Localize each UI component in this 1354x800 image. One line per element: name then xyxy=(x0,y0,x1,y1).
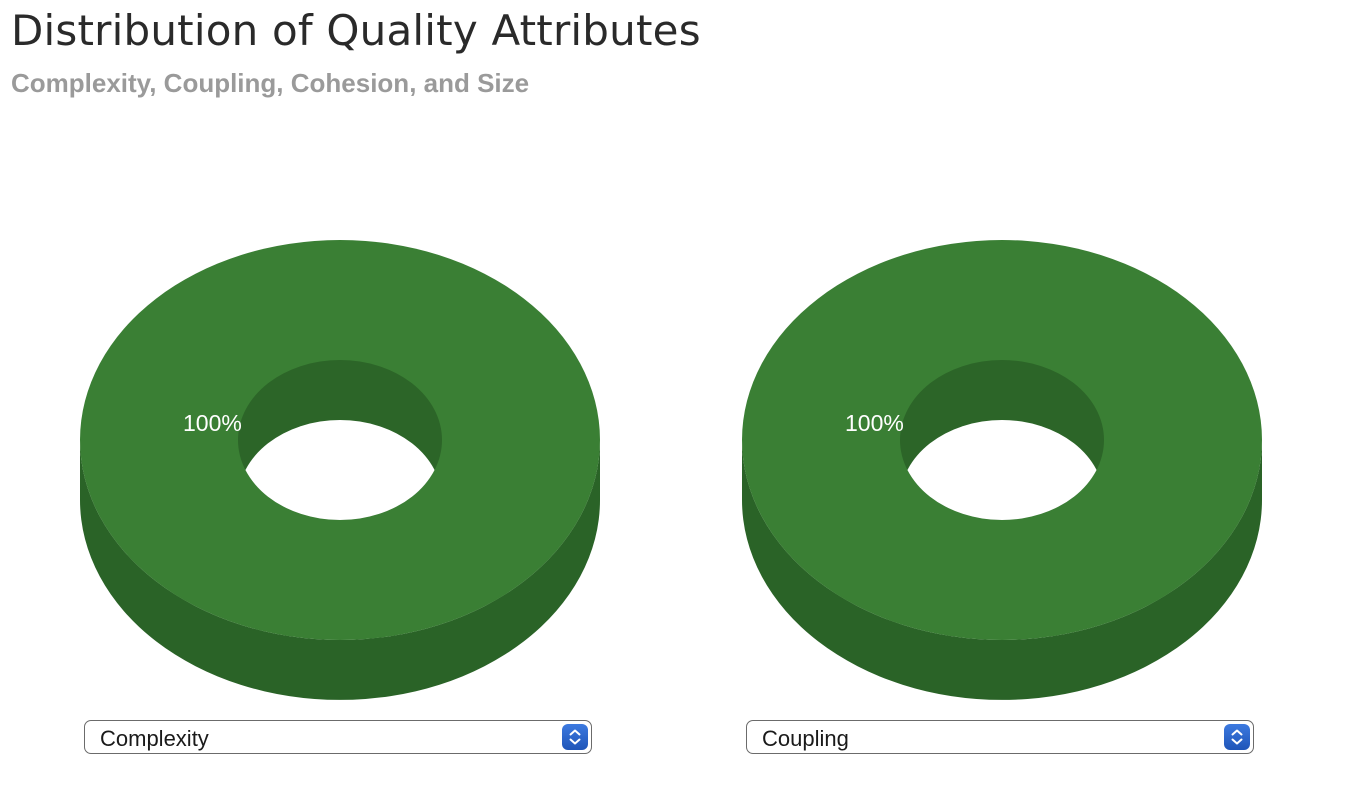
page-title: Distribution of Quality Attributes xyxy=(11,6,701,55)
slice-percent-label: 100% xyxy=(183,410,242,436)
donut-hole xyxy=(238,420,442,520)
complexity-donut-chart: 100% xyxy=(80,240,600,700)
attribute-select-coupling[interactable]: Coupling xyxy=(746,720,1254,754)
chevron-up-down-icon xyxy=(1224,724,1250,750)
attribute-select-value: Coupling xyxy=(762,726,849,751)
attribute-select-complexity[interactable]: Complexity xyxy=(84,720,592,754)
page-subtitle: Complexity, Coupling, Cohesion, and Size xyxy=(11,68,530,98)
coupling-chart-panel: 100% Coupling xyxy=(732,230,1272,770)
slice-percent-label: 100% xyxy=(845,410,904,436)
coupling-donut-chart: 100% xyxy=(742,240,1262,700)
donut-hole xyxy=(900,420,1104,520)
chevron-up-down-icon xyxy=(562,724,588,750)
donut-side-wall xyxy=(80,440,600,700)
donut-side-wall xyxy=(742,440,1262,700)
attribute-select-value: Complexity xyxy=(100,726,209,751)
complexity-chart-panel: 100% Complexity xyxy=(70,230,610,770)
